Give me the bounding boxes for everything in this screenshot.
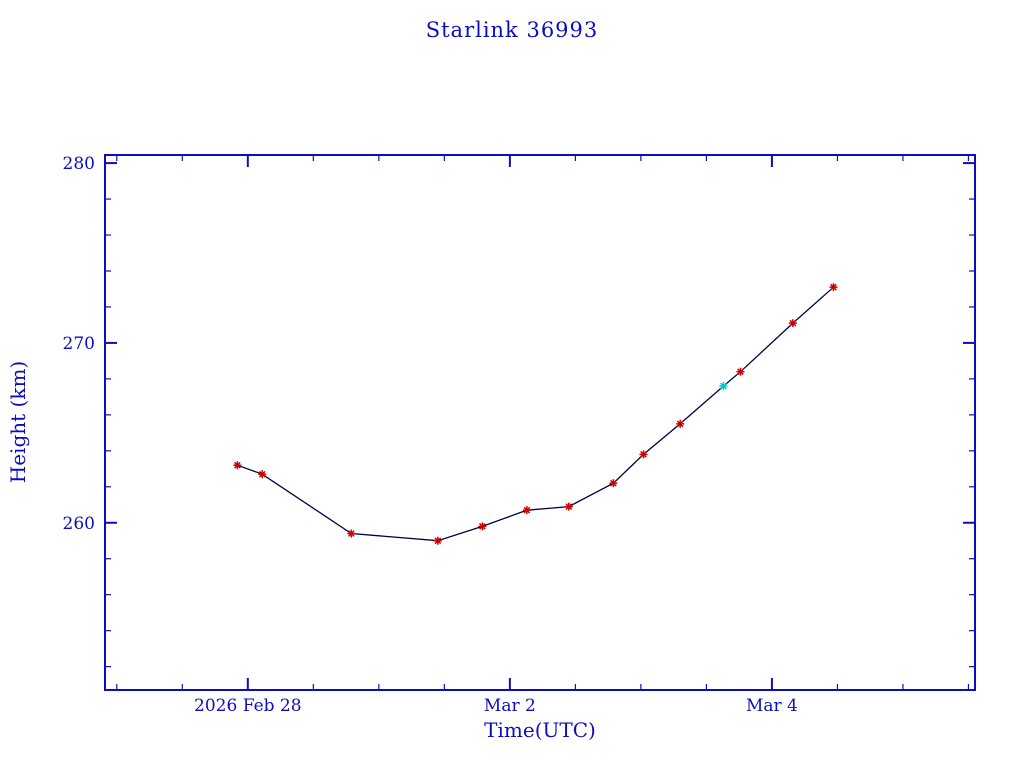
y-axis-label: Height (km) <box>6 361 30 483</box>
data-point-markers <box>233 283 838 545</box>
chart-title: Starlink 36993 <box>426 18 599 42</box>
svg-text:2026 Feb 28: 2026 Feb 28 <box>194 696 302 716</box>
svg-text:270: 270 <box>63 334 95 354</box>
svg-text:280: 280 <box>63 154 95 174</box>
x-axis-label: Time(UTC) <box>484 718 596 742</box>
svg-text:260: 260 <box>63 514 95 534</box>
svg-text:Mar 4: Mar 4 <box>746 696 798 716</box>
axes-and-ticks: 260 270 280 2026 Feb 28 Mar 2 Mar 4 <box>63 154 976 716</box>
svg-text:Mar 2: Mar 2 <box>484 696 536 716</box>
height-series-line <box>237 286 834 542</box>
